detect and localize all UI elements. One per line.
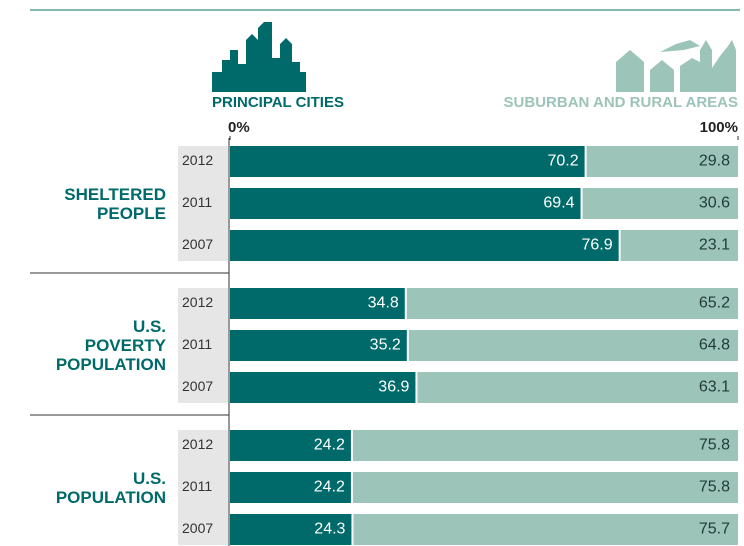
value-label: 24.2: [314, 437, 345, 454]
value-label: 75.7: [699, 521, 730, 538]
bar-segment: [586, 146, 738, 177]
value-label: 30.6: [699, 195, 730, 212]
bar-segment: [230, 288, 405, 319]
bar-segment: [582, 188, 738, 219]
value-label: 24.2: [314, 479, 345, 496]
city-icon: [212, 22, 306, 92]
y-tick-label: 2011: [182, 478, 212, 494]
bar-segment: [230, 230, 619, 261]
x-tick-label: 0%: [228, 119, 250, 136]
group-label: SHELTERED PEOPLE: [64, 184, 166, 223]
y-tick-label: 2011: [182, 336, 212, 352]
y-tick-label: 2007: [182, 520, 213, 536]
bar-segment: [230, 514, 352, 545]
suburban-icon: [616, 40, 736, 92]
y-tick-label: 2012: [182, 152, 213, 168]
year-column: [178, 146, 228, 261]
year-column: [178, 288, 228, 403]
value-label: 63.1: [699, 379, 730, 396]
bar-segment: [417, 372, 738, 403]
bar-segment: [230, 330, 407, 361]
bar-segment: [230, 372, 416, 403]
value-label: 36.9: [378, 379, 409, 396]
value-label: 65.2: [699, 295, 730, 312]
value-label: 76.9: [582, 237, 613, 254]
value-label: 75.8: [699, 437, 730, 454]
y-tick-label: 2007: [182, 378, 213, 394]
bar-segment: [230, 188, 581, 219]
x-tick-label: 100%: [700, 119, 738, 136]
y-tick-label: 2012: [182, 294, 213, 310]
bar-segment: [353, 514, 738, 545]
legend-label: PRINCIPAL CITIES: [212, 94, 344, 111]
bar-segment: [406, 288, 738, 319]
group-label: U.S. POVERTY POPULATION: [55, 317, 166, 374]
group-label: U.S. POPULATION: [55, 468, 166, 507]
value-label: 64.8: [699, 337, 730, 354]
bar-segment: [230, 146, 585, 177]
value-label: 69.4: [543, 195, 574, 212]
value-label: 29.8: [699, 153, 730, 170]
bar-segment: [620, 230, 738, 261]
legend-label: SUBURBAN AND RURAL AREAS: [504, 94, 738, 111]
bar-segment: [408, 330, 738, 361]
year-column: [178, 430, 228, 545]
value-label: 35.2: [370, 337, 401, 354]
y-tick-label: 2011: [182, 194, 212, 210]
value-label: 23.1: [699, 237, 730, 254]
value-label: 24.3: [314, 521, 345, 538]
bar-segment: [352, 430, 738, 461]
bar-segment: [230, 472, 351, 503]
y-tick-label: 2012: [182, 436, 213, 452]
value-label: 75.8: [699, 479, 730, 496]
bar-segment: [230, 430, 351, 461]
value-label: 34.8: [368, 295, 399, 312]
bar-segment: [352, 472, 738, 503]
y-tick-label: 2007: [182, 236, 213, 252]
value-label: 70.2: [547, 153, 578, 170]
